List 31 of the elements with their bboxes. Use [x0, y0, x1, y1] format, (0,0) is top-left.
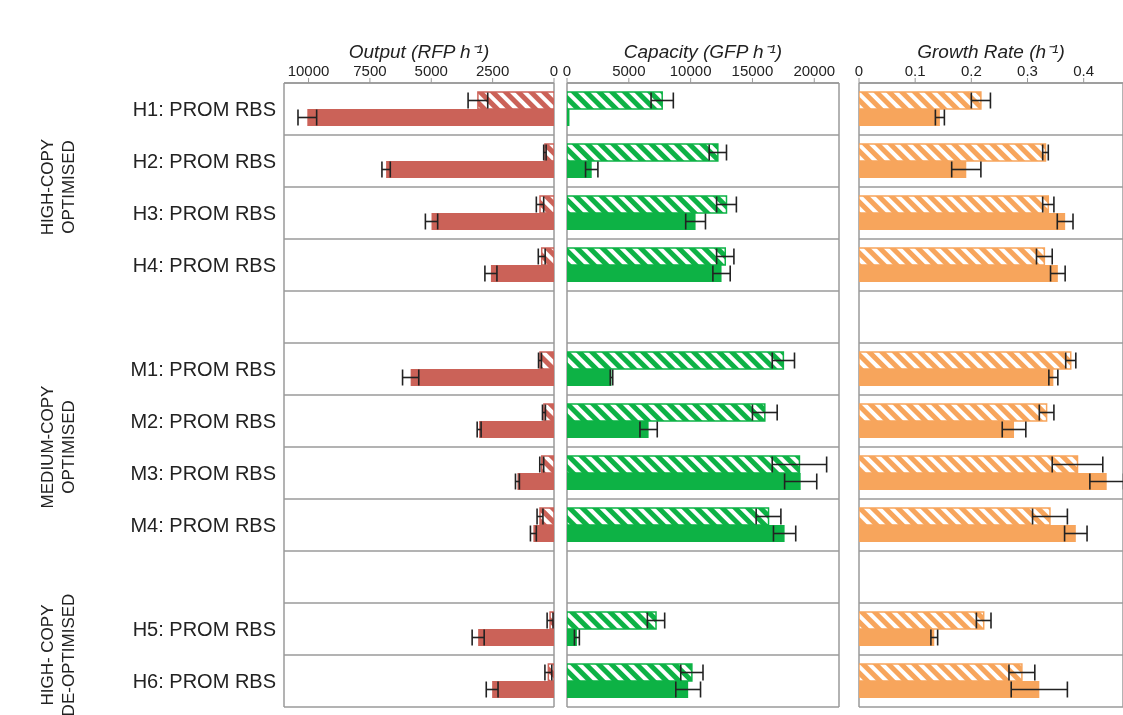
- text: MEDIUM-COPY OPTIMISED: [37, 385, 79, 509]
- y-tick-label: H6: PROM RBS: [132, 670, 276, 693]
- y-tick-label: M1: PROM RBS: [130, 358, 276, 381]
- x-tick-label: 0.3: [1017, 62, 1038, 79]
- text: HIGH-COPY OPTIMISED: [37, 138, 79, 236]
- x-tick-label: 0.2: [960, 62, 982, 79]
- chart-title: Growth Rate (h⁻¹): [917, 41, 1065, 62]
- x-tick-label: 0: [562, 62, 572, 79]
- y-tick-label: H2: PROM RBS: [132, 150, 276, 173]
- y-tick-label: H5: PROM RBS: [132, 618, 276, 641]
- y-tick-label: H4: PROM RBS: [132, 254, 276, 277]
- y-tick-label: H1: PROM RBS: [132, 98, 276, 121]
- x-tick-label: 0: [854, 62, 864, 79]
- y-tick-label: M4: PROM RBS: [130, 514, 276, 537]
- x-tick-label: 15000: [731, 62, 774, 79]
- y-tick-label: M3: PROM RBS: [130, 462, 276, 485]
- x-tick-label: 10000: [669, 62, 712, 79]
- x-tick-label: 7500: [353, 62, 387, 79]
- x-tick-label: 0.1: [904, 62, 926, 79]
- x-tick-label: 5000: [612, 62, 646, 79]
- y-tick-label: H3: PROM RBS: [132, 202, 276, 225]
- x-tick-label: 20000: [793, 62, 836, 79]
- y-tick-label: M2: PROM RBS: [130, 410, 276, 433]
- x-tick-label: 10000: [287, 62, 330, 79]
- x-tick-label: 2500: [475, 62, 510, 79]
- chart-title: Output (RFP h⁻¹): [348, 41, 490, 62]
- chart-title: Capacity (GFP h⁻¹): [623, 41, 783, 62]
- text: HIGH- COPY DE-OPTIMISED: [37, 593, 79, 715]
- x-tick-label: 0.4: [1073, 62, 1095, 79]
- x-tick-label: 0: [549, 62, 559, 79]
- x-tick-label: 5000: [414, 62, 448, 79]
